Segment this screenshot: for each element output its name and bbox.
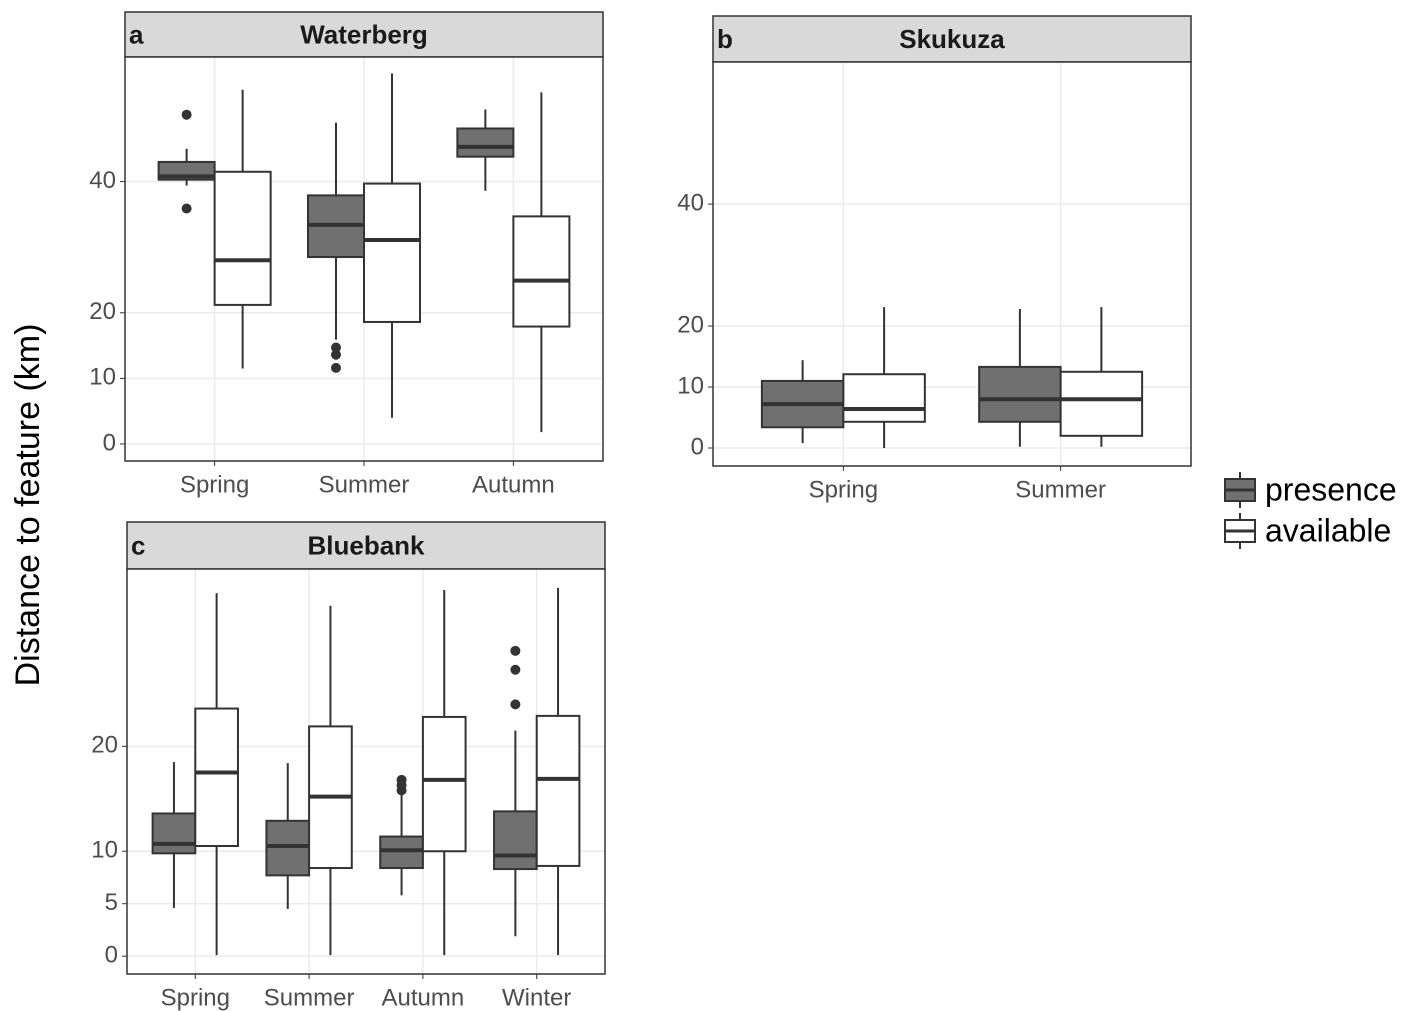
outlier <box>396 785 407 796</box>
y-tick-label: 20 <box>677 311 704 338</box>
box <box>1059 370 1144 437</box>
y-tick-label: 20 <box>91 732 118 759</box>
outlier <box>181 109 192 120</box>
x-tick-label: Spring <box>161 984 230 1011</box>
x-tick-label: Autumn <box>382 984 465 1011</box>
box <box>842 373 926 423</box>
outlier <box>510 699 521 710</box>
y-tick-label: 5 <box>105 889 118 916</box>
outlier <box>330 349 341 360</box>
x-tick-label: Spring <box>180 471 249 498</box>
panel-title: Skukuza <box>899 24 1005 54</box>
legend-label: presence <box>1265 471 1397 507</box>
box <box>535 714 581 867</box>
y-tick-label: 10 <box>677 372 704 399</box>
x-tick-label: Summer <box>1015 476 1106 503</box>
x-tick-label: Winter <box>502 984 571 1011</box>
box <box>421 715 467 853</box>
y-tick-label: 10 <box>91 837 118 864</box>
x-tick-label: Spring <box>809 476 878 503</box>
y-tick-label: 10 <box>89 364 116 391</box>
outlier <box>330 362 341 373</box>
panel-tag: b <box>717 24 733 54</box>
panel-tag: c <box>131 530 145 560</box>
panel-tag: a <box>129 19 144 49</box>
strip <box>124 11 604 58</box>
box <box>493 810 538 871</box>
box <box>379 835 424 870</box>
box <box>151 812 197 855</box>
legend-label: available <box>1265 512 1391 548</box>
box <box>978 365 1062 423</box>
box <box>512 215 571 328</box>
y-axis-label: Distance to feature (km) <box>9 324 47 687</box>
box <box>456 127 515 158</box>
y-tick-label: 40 <box>677 189 704 216</box>
panel-border <box>124 56 604 462</box>
strip <box>126 521 606 570</box>
y-tick-label: 20 <box>89 298 116 325</box>
x-tick-label: Summer <box>319 471 410 498</box>
box <box>363 182 422 323</box>
outlier <box>330 342 341 353</box>
box <box>194 707 239 847</box>
outlier <box>510 645 521 656</box>
y-tick-label: 0 <box>691 433 704 460</box>
box <box>265 819 311 877</box>
y-tick-label: 0 <box>105 942 118 969</box>
box <box>213 170 272 306</box>
y-tick-label: 40 <box>89 167 116 194</box>
y-tick-label: 0 <box>103 429 116 456</box>
panel-title: Bluebank <box>307 530 425 560</box>
outlier <box>181 203 192 214</box>
outlier <box>510 664 521 675</box>
panel-border <box>126 568 606 975</box>
panel-title: Waterberg <box>300 19 428 49</box>
strip <box>712 15 1192 63</box>
x-tick-label: Summer <box>264 984 355 1011</box>
x-tick-label: Autumn <box>472 471 555 498</box>
panel-border <box>712 61 1192 467</box>
